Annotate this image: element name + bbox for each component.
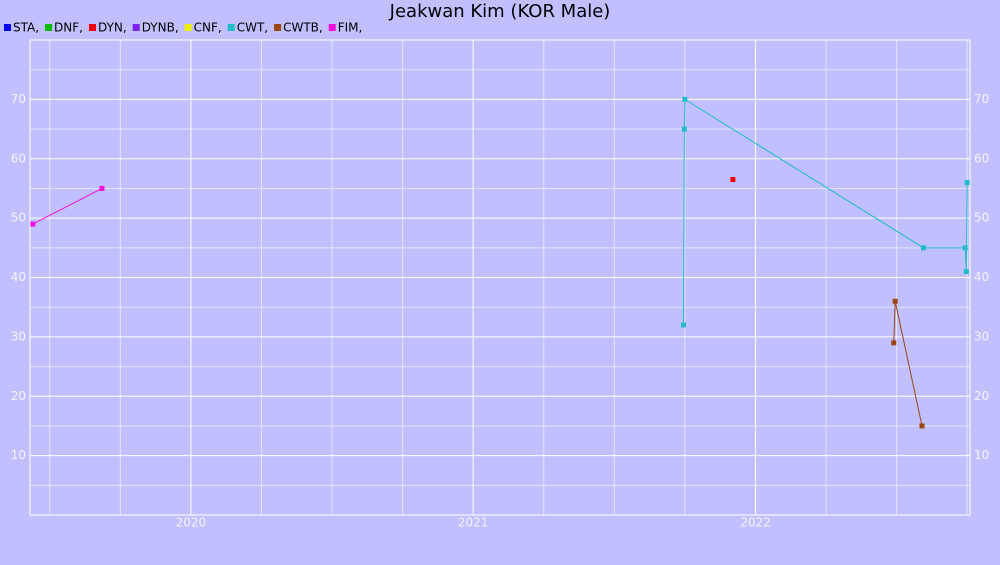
- point: [99, 185, 105, 191]
- series-line: [32, 187, 103, 225]
- y-tick-label: 70: [11, 92, 26, 106]
- point: [681, 126, 687, 132]
- y-tick-label: 20: [11, 389, 26, 403]
- point: [920, 245, 926, 251]
- series-line: [893, 301, 923, 427]
- series-line: [682, 98, 968, 326]
- y-tick-label: 50: [11, 211, 26, 225]
- y-tick-label: 30: [11, 329, 26, 343]
- y-tick-label: 10: [11, 448, 26, 462]
- point: [891, 340, 897, 346]
- legend-label: DNF,: [54, 21, 83, 35]
- legend-label: CNF,: [194, 21, 222, 35]
- legend-swatch: [184, 24, 192, 31]
- point: [963, 269, 969, 275]
- x-tick-label: 2021: [458, 516, 489, 530]
- legend-swatch: [132, 24, 140, 31]
- legend-swatch: [227, 24, 235, 31]
- y-tick-label-right: 20: [974, 389, 989, 403]
- chart-title: Jeakwan Kim (KOR Male): [389, 1, 611, 22]
- point: [680, 322, 686, 328]
- x-tick-label: 2022: [740, 516, 771, 530]
- point: [962, 245, 968, 251]
- legend-label: DYN,: [98, 21, 127, 35]
- y-tick-label-right: 30: [974, 329, 989, 343]
- point: [919, 423, 925, 429]
- point: [964, 180, 970, 185]
- y-tick-label-right: 60: [974, 151, 989, 165]
- y-tick-label: 60: [11, 151, 26, 165]
- legend-label: CWTB,: [283, 21, 323, 35]
- legend-label: CWT,: [237, 21, 268, 35]
- y-tick-label: 40: [11, 270, 26, 284]
- legend-label: DYNB,: [142, 21, 179, 35]
- legend-swatch: [45, 24, 53, 31]
- legend-label: STA,: [13, 21, 39, 35]
- y-tick-label-right: 40: [974, 270, 989, 284]
- legend-swatch: [88, 24, 96, 31]
- point: [682, 96, 688, 102]
- y-tick-label-right: 10: [974, 448, 989, 462]
- point: [730, 177, 736, 183]
- legend-swatch: [4, 24, 11, 31]
- y-tick-label-right: 50: [974, 211, 989, 225]
- plot-frame: [29, 39, 971, 516]
- point: [892, 298, 898, 304]
- legend-label: FIM,: [338, 21, 363, 35]
- y-tick-label-right: 70: [974, 92, 989, 106]
- legend-swatch: [274, 24, 282, 31]
- point: [30, 221, 36, 227]
- legend-swatch: [328, 24, 336, 31]
- x-tick-label: 2020: [176, 516, 207, 530]
